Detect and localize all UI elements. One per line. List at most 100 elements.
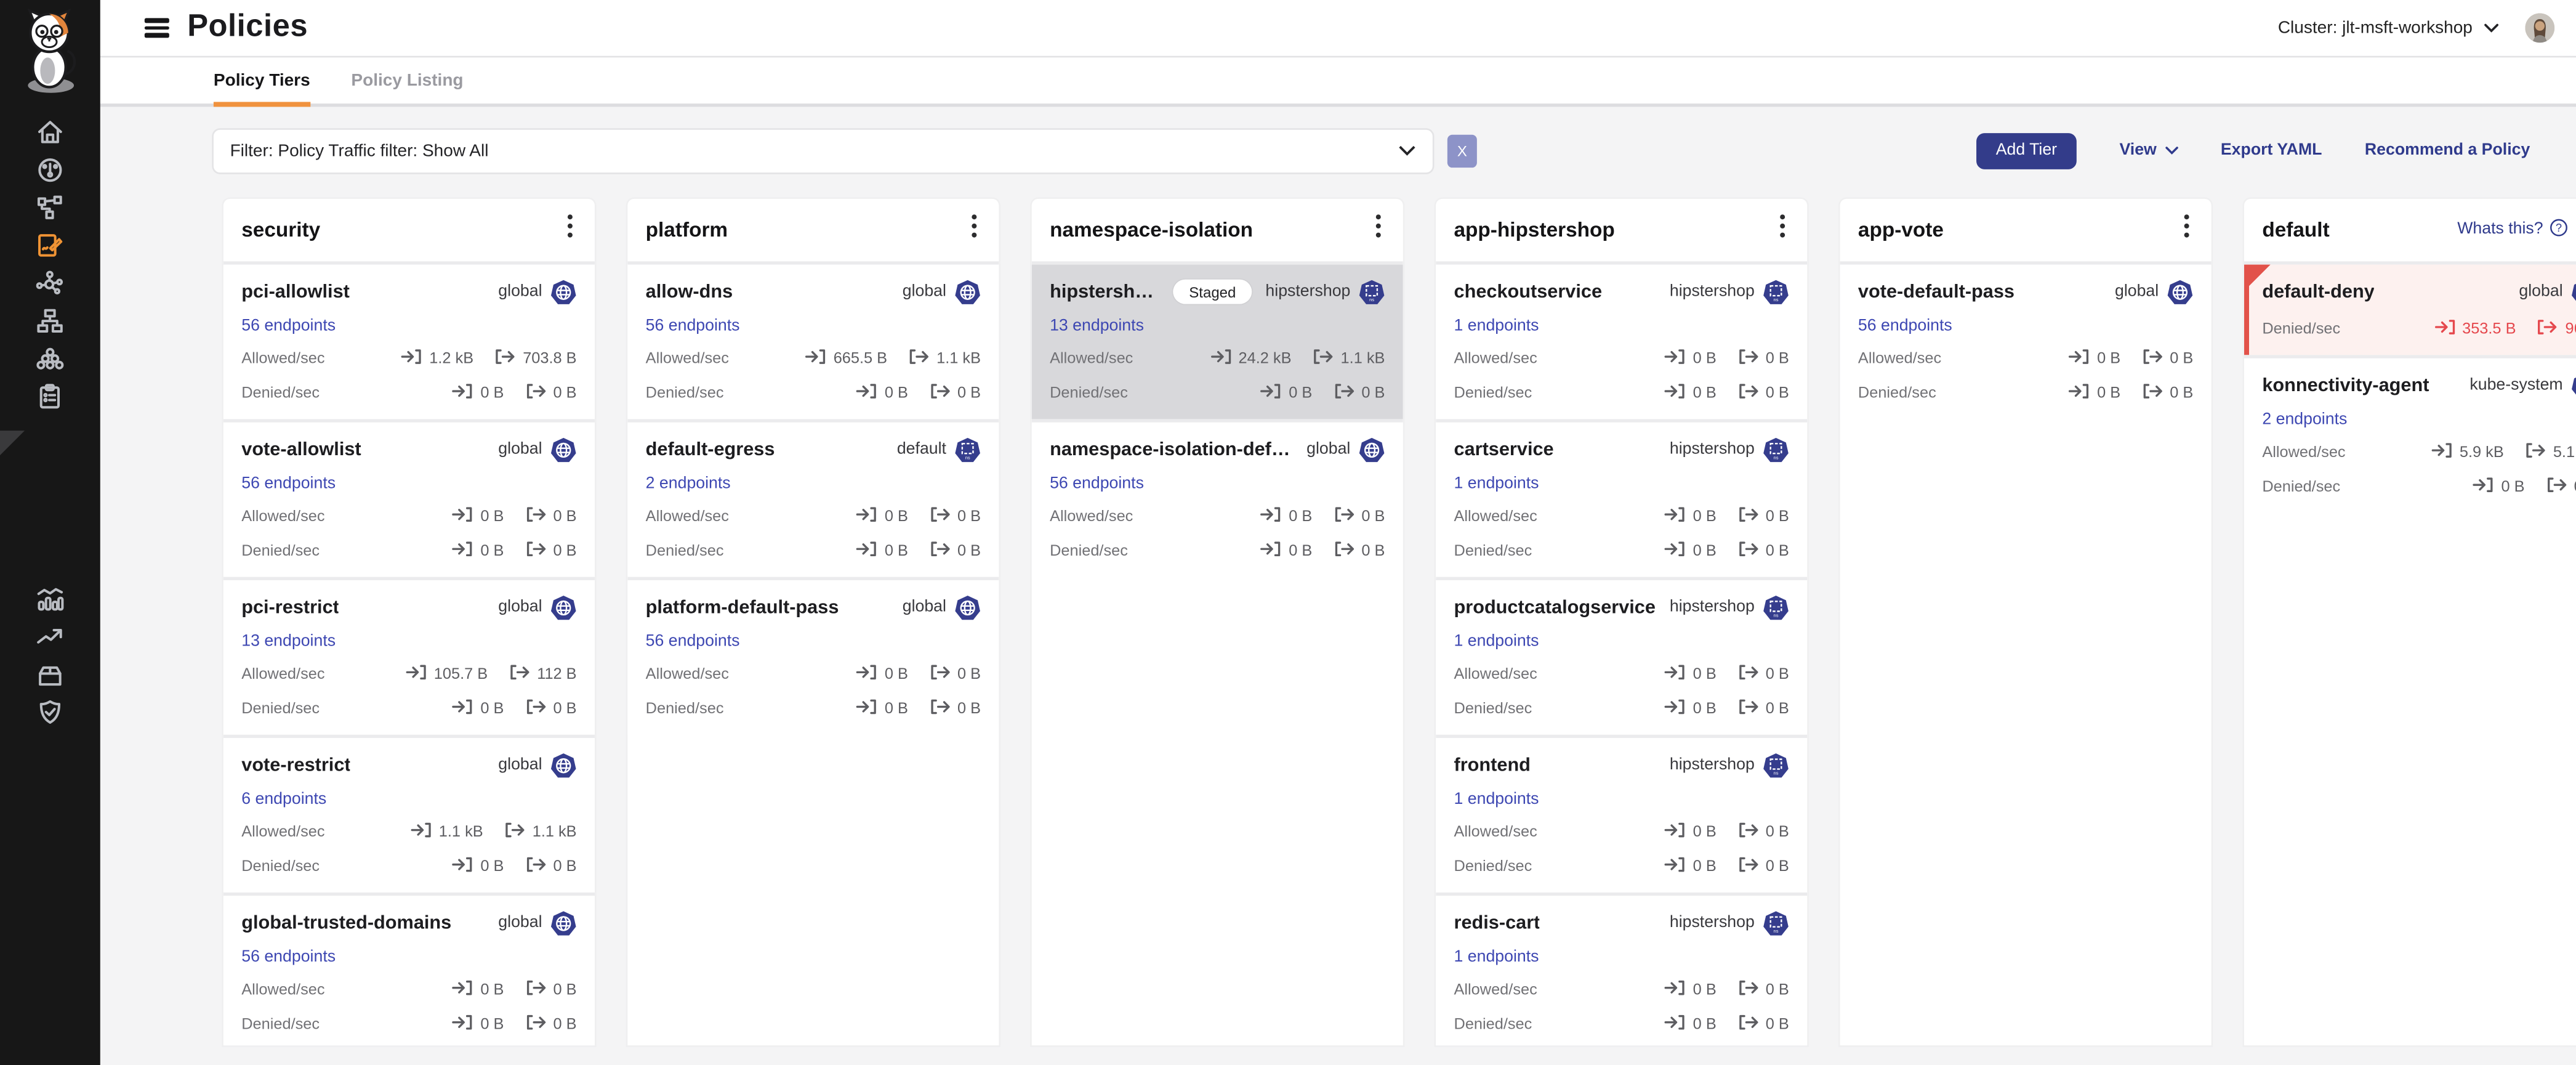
- tab-policy-tiers[interactable]: Policy Tiers: [214, 57, 310, 107]
- tier-menu-kebab-icon[interactable]: [968, 208, 981, 251]
- allowed-label: Allowed/sec: [241, 665, 324, 682]
- add-tier-button[interactable]: Add Tier: [1976, 132, 2077, 169]
- sidebar-item-compliance-clipboard-icon[interactable]: [25, 378, 74, 416]
- sidebar-item-metrics-chart-icon[interactable]: [25, 580, 74, 618]
- endpoints-link[interactable]: 56 endpoints: [241, 317, 336, 334]
- denied-label: Denied/sec: [241, 1015, 320, 1033]
- allowed-ingress-value: 0 B: [1693, 507, 1717, 525]
- endpoints-link[interactable]: 1 endpoints: [1454, 474, 1539, 492]
- policy-card-vote-allowlist[interactable]: vote-allowlistglobal56 endpointsAllowed/…: [223, 418, 595, 576]
- sidebar-item-packages-box-icon[interactable]: [25, 656, 74, 694]
- whats-this-link[interactable]: Whats this??: [2457, 218, 2567, 241]
- policy-name: default-egress: [646, 440, 775, 460]
- allowed-ingress-value: 0 B: [885, 665, 908, 682]
- endpoints-link[interactable]: 56 endpoints: [1858, 317, 1952, 334]
- endpoints-link[interactable]: 56 endpoints: [241, 947, 336, 965]
- egress-icon: [1334, 506, 1355, 527]
- ingress-icon: [453, 856, 474, 877]
- ingress-icon: [453, 540, 474, 562]
- calico-cat-logo[interactable]: [12, 8, 88, 97]
- svg-text:ns: ns: [965, 454, 970, 460]
- view-menu-button[interactable]: View: [2119, 141, 2178, 159]
- policy-card-pci-restrict[interactable]: pci-restrictglobal13 endpointsAllowed/se…: [223, 576, 595, 734]
- user-avatar[interactable]: [2525, 13, 2554, 43]
- endpoints-link[interactable]: 2 endpoints: [2262, 410, 2347, 428]
- tier-menu-kebab-icon[interactable]: [563, 208, 576, 251]
- tier-menu-kebab-icon[interactable]: [1776, 208, 1789, 251]
- policy-card-default-deny[interactable]: default-denyglobalDenied/sec353.5 B96 B: [2244, 264, 2576, 354]
- hamburger-menu-icon[interactable]: [145, 15, 169, 41]
- sidebar-item-trend-arrow-icon[interactable]: [25, 618, 74, 655]
- ingress-icon: [805, 347, 827, 369]
- allowed-ingress-value: 0 B: [1693, 665, 1717, 682]
- denied-stat-row: Denied/sec0 B0 B: [1050, 382, 1385, 403]
- endpoints-link[interactable]: 56 endpoints: [646, 632, 740, 650]
- denied-egress-value: 0 B: [957, 384, 981, 402]
- policy-card-checkoutservice[interactable]: checkoutservicehipstershopns1 endpointsA…: [1436, 264, 1807, 418]
- egress-icon: [1737, 698, 1759, 719]
- endpoints-link[interactable]: 56 endpoints: [1050, 474, 1144, 492]
- ingress-icon: [856, 663, 878, 685]
- endpoints-link[interactable]: 56 endpoints: [646, 317, 740, 334]
- ingress-icon: [453, 698, 474, 719]
- export-yaml-button[interactable]: Export YAML: [2221, 141, 2322, 159]
- sidebar-item-service-graph-icon[interactable]: [25, 189, 74, 227]
- policy-card-vote-default-pass[interactable]: vote-default-passglobal56 endpointsAllow…: [1840, 264, 2212, 418]
- clear-filter-button[interactable]: X: [1447, 134, 1477, 166]
- sidebar-item-workloads-icon[interactable]: [25, 340, 74, 378]
- tier-menu-kebab-icon[interactable]: [1372, 208, 1385, 251]
- sidebar-item-home-icon[interactable]: [25, 113, 74, 151]
- policy-card-hipstershop-gh[interactable]: hipstershop-gh…Stagedhipstershopns13 end…: [1032, 264, 1403, 418]
- tier-title: platform: [646, 218, 728, 241]
- sidebar-item-dashboard-gauge-icon[interactable]: [25, 151, 74, 188]
- policy-card-namespace-isolation-default-p[interactable]: namespace-isolation-default-p…global56 e…: [1032, 418, 1403, 576]
- policy-name: default-deny: [2262, 282, 2374, 302]
- tab-policy-listing[interactable]: Policy Listing: [351, 57, 463, 107]
- denied-stat-row: Denied/sec0 B0 B: [1454, 540, 1789, 562]
- endpoints-link[interactable]: 2 endpoints: [646, 474, 731, 492]
- policy-card-default-egress[interactable]: default-egressdefaultns2 endpointsAllowe…: [627, 418, 999, 576]
- sidebar-item-policies-icon[interactable]: [25, 227, 74, 264]
- endpoints-link[interactable]: 1 endpoints: [1454, 947, 1539, 965]
- policy-card-redis-cart[interactable]: redis-carthipstershopns1 endpointsAllowe…: [1436, 892, 1807, 1045]
- recommend-policy-button[interactable]: Recommend a Policy: [2365, 141, 2530, 159]
- policy-traffic-filter-select[interactable]: Filter: Policy Traffic filter: Show All: [212, 128, 1434, 174]
- policy-card-global-trusted-domains[interactable]: global-trusted-domainsglobal56 endpoints…: [223, 892, 595, 1045]
- endpoints-link[interactable]: 1 endpoints: [1454, 790, 1539, 808]
- tier-body: checkoutservicehipstershopns1 endpointsA…: [1436, 264, 1807, 1044]
- policy-scope-label: global: [1294, 440, 1351, 458]
- allowed-stat-row: Allowed/sec5.9 kB5.1 kB: [2262, 441, 2576, 463]
- endpoints-link[interactable]: 13 endpoints: [1050, 317, 1144, 334]
- namespace-scope-badge-icon: ns: [1763, 594, 1789, 621]
- ingress-icon: [856, 382, 878, 403]
- egress-icon: [930, 506, 951, 527]
- allowed-ingress-value: 0 B: [480, 981, 504, 998]
- cluster-selector[interactable]: Cluster: jlt-msft-workshop: [2278, 18, 2499, 38]
- policy-card-konnectivity-agent[interactable]: konnectivity-agentkube-systemns2 endpoin…: [2244, 354, 2576, 512]
- policy-card-vote-restrict[interactable]: vote-restrictglobal6 endpointsAllowed/se…: [223, 734, 595, 891]
- endpoints-link[interactable]: 13 endpoints: [241, 632, 336, 650]
- denied-label: Denied/sec: [1050, 384, 1128, 402]
- ingress-icon: [1665, 979, 1686, 1000]
- sidebar-item-connections-icon[interactable]: [25, 265, 74, 302]
- policy-card-allow-dns[interactable]: allow-dnsglobal56 endpointsAllowed/sec66…: [627, 264, 999, 418]
- denied-ingress-value: 0 B: [1693, 857, 1717, 875]
- tier-menu-kebab-icon[interactable]: [2180, 208, 2193, 251]
- allowed-egress-value: 703.8 B: [523, 349, 576, 367]
- sidebar-item-shield-check-icon[interactable]: [25, 694, 74, 731]
- policy-card-pci-allowlist[interactable]: pci-allowlistglobal56 endpointsAllowed/s…: [223, 264, 595, 418]
- endpoints-link[interactable]: 1 endpoints: [1454, 317, 1539, 334]
- policy-card-productcatalogservice[interactable]: productcatalogservicehipstershopns1 endp…: [1436, 576, 1807, 734]
- tier-header: namespace-isolation: [1032, 198, 1403, 264]
- policy-card-platform-default-pass[interactable]: platform-default-passglobal56 endpointsA…: [627, 576, 999, 734]
- tier-title: app-hipstershop: [1454, 218, 1615, 241]
- policy-card-cartservice[interactable]: cartservicehipstershopns1 endpointsAllow…: [1436, 418, 1807, 576]
- egress-icon: [525, 979, 547, 1000]
- policy-card-frontend[interactable]: frontendhipstershopns1 endpointsAllowed/…: [1436, 734, 1807, 891]
- egress-icon: [2525, 441, 2546, 463]
- endpoints-link[interactable]: 56 endpoints: [241, 474, 336, 492]
- policy-name: global-trusted-domains: [241, 913, 451, 933]
- endpoints-link[interactable]: 1 endpoints: [1454, 632, 1539, 650]
- endpoints-link[interactable]: 6 endpoints: [241, 790, 326, 808]
- sidebar-item-network-topology-icon[interactable]: [25, 302, 74, 340]
